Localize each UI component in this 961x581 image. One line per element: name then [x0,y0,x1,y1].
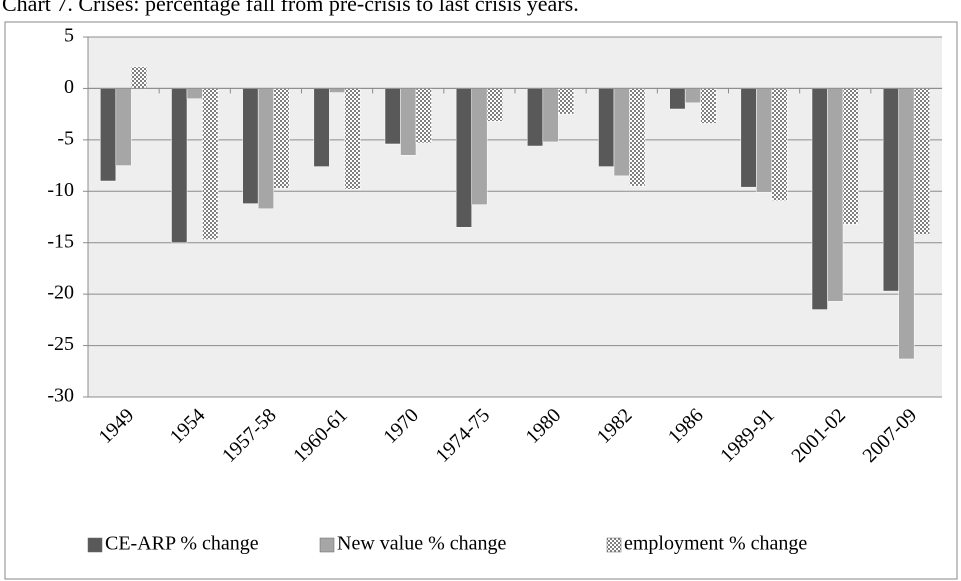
chart-title: Chart 7. Crises: percentage fall from pr… [2,0,579,16]
legend-label: employment % change [624,533,807,555]
bar [842,88,859,225]
bar [384,88,401,145]
bar [486,88,503,122]
bar [811,88,828,310]
bar [740,88,757,188]
bar [131,66,148,89]
bar [756,88,773,193]
y-tick-label: -10 [47,179,74,201]
legend-marker [87,537,103,553]
bar [827,88,844,302]
bar [558,88,575,115]
bar [669,88,686,110]
bar [344,88,361,190]
bar [471,88,488,205]
y-tick-label: -20 [47,282,74,304]
legend-label: New value % change [337,533,506,555]
bar [527,88,544,147]
bar [913,88,930,235]
bar [684,88,701,104]
y-tick-label: 0 [64,76,74,98]
legend-marker [319,537,335,553]
bar [882,88,899,292]
bar [400,88,417,156]
bar [313,88,330,167]
bar [629,88,646,187]
y-tick-label: -15 [47,230,74,252]
bar [898,88,915,360]
plot-area [88,37,942,397]
legend-label: CE-ARP % change [105,533,259,555]
bar [115,88,132,166]
bar [273,88,290,189]
legend-marker [606,537,622,553]
bar [613,88,630,177]
bar [257,88,274,210]
bar [771,88,788,201]
bar [455,88,472,228]
y-tick-label: -30 [47,385,74,407]
bar [598,88,615,167]
bar [186,88,203,99]
y-tick-label: -25 [47,333,74,355]
bar [242,88,259,204]
y-tick-label: -5 [57,127,74,149]
bar [329,88,346,93]
bar [100,88,117,182]
bar [700,88,717,124]
bar [415,88,432,144]
y-tick-label: 5 [64,25,74,47]
bar [171,88,188,243]
bar [542,88,559,143]
bar [202,88,219,240]
